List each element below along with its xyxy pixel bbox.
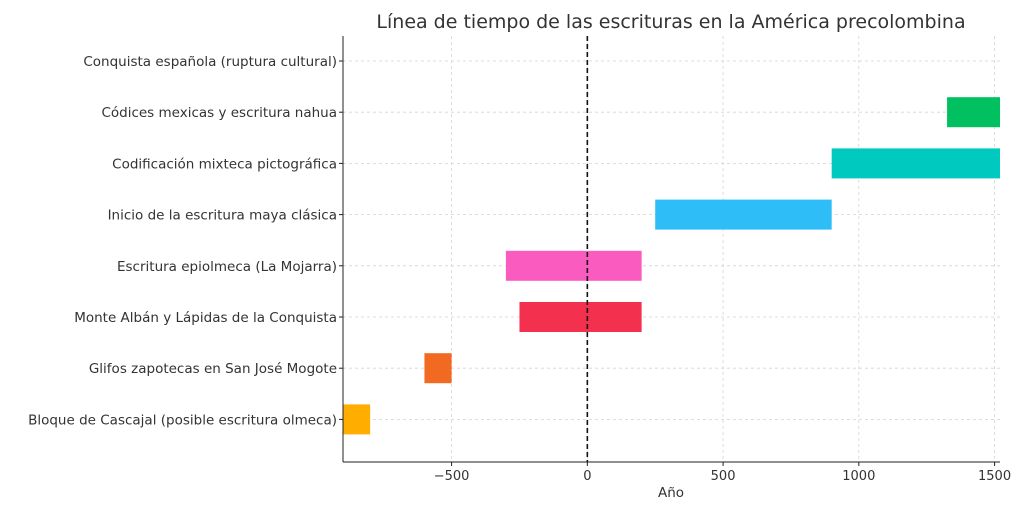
x-tick-label: 0 [583,469,591,484]
category-label: Monte Albán y Lápidas de la Conquista [74,310,337,326]
x-axis-label: Año [658,485,684,501]
x-tick-label: 500 [711,469,736,484]
bar [519,302,642,332]
axes [342,36,1000,463]
category-label: Conquista española (ruptura cultural) [83,54,337,70]
bar [424,353,452,384]
category-label: Códices mexicas y escritura nahua [101,105,337,121]
bar [343,404,371,435]
category-label: Codificación mixteca pictográfica [112,156,337,172]
category-label: Glifos zapotecas en San José Mogote [89,361,337,377]
category-label: Inicio de la escritura maya clásica [108,208,337,224]
category-label: Bloque de Cascajal (posible escritura ol… [28,412,337,428]
y-axis-labels: Conquista española (ruptura cultural) Cód… [28,54,343,428]
x-tick-label: 1500 [978,469,1011,484]
bar [947,97,1000,128]
chart-title: Línea de tiempo de las escrituras en la … [376,11,965,33]
bar [505,250,642,281]
bar [655,199,832,230]
x-tick-label: −500 [434,469,470,484]
category-label: Escritura epiolmeca (La Mojarra) [117,259,337,275]
x-axis-ticks: −500 0 500 1000 1500 [434,462,1011,484]
x-tick-label: 1000 [842,469,875,484]
bar [831,148,1000,179]
grid [343,36,1000,462]
bars [343,97,1000,435]
